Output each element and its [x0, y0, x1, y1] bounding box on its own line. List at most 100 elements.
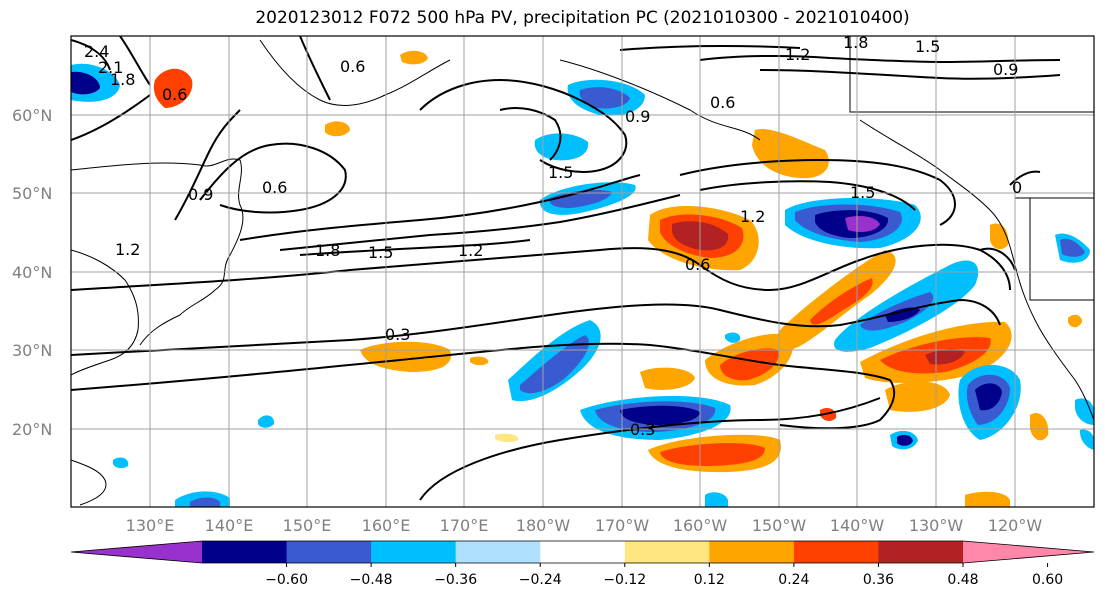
negative-precip-blob [705, 492, 728, 507]
contour-label: 1.2 [785, 45, 810, 64]
contour-label: 0 [1012, 178, 1022, 197]
longitude-labels: 130°E 140°E 150°E 160°E 170°E 180°W 170°… [126, 516, 1043, 535]
contour-labels: 2.4 2.1 1.8 1.2 0.6 1.2 1.8 1.5 0.9 0.6 … [84, 33, 1022, 439]
positive-precip-blob [640, 367, 695, 390]
colorbar-segment [540, 541, 626, 563]
positive-precip-blob [360, 341, 451, 372]
lat-label: 40°N [12, 263, 52, 282]
chart-title: 2020123012 F072 500 hPa PV, precipitatio… [255, 8, 910, 28]
colorbar-segment [709, 541, 795, 563]
positive-precip-blob [885, 381, 950, 412]
negative-precip-blob [190, 497, 220, 507]
lat-label: 30°N [12, 341, 52, 360]
positive-precip-blob [720, 348, 779, 381]
colorbar-tick-label: 0.12 [694, 572, 725, 588]
colorbar-segment [793, 541, 879, 563]
contour-label: 1.8 [110, 70, 135, 89]
negative-precip-blob [113, 457, 129, 469]
contour-label: 0.6 [262, 178, 287, 197]
negative-precip-blob [1075, 398, 1094, 425]
negative-precip-blob [620, 405, 700, 425]
lon-label: 170°W [595, 516, 650, 535]
lat-label: 60°N [12, 106, 52, 125]
colorbar-outline [70, 540, 1095, 564]
colorbar-segment [455, 541, 541, 563]
colorbar-tick-label: 0.48 [947, 572, 978, 588]
contour-label: 1.5 [850, 183, 875, 202]
contour-label: 2.4 [84, 42, 109, 61]
contour-label: 1.2 [458, 241, 483, 260]
positive-precip-blob [400, 50, 428, 65]
positive-precip-blob [820, 407, 837, 422]
contour-label: 0.6 [340, 57, 365, 76]
lon-label: 120°W [988, 516, 1043, 535]
contour-label: 1.5 [548, 163, 573, 182]
lon-label: 180°W [516, 516, 571, 535]
colorbar-segment [71, 541, 202, 563]
lon-label: 150°W [752, 516, 807, 535]
lon-label: 160°E [362, 516, 411, 535]
contour-label: 0.3 [385, 325, 410, 344]
colorbar-tick-label: −0.36 [434, 572, 477, 588]
lon-label: 140°E [205, 516, 254, 535]
negative-precip-blob [579, 87, 630, 109]
colorbar-segment [878, 541, 964, 563]
lon-label: 130°W [909, 516, 964, 535]
positive-precip-blob [153, 68, 193, 108]
contour-label: 0.6 [162, 85, 187, 104]
lon-label: 130°E [126, 516, 175, 535]
latitude-labels: 60°N 50°N 40°N 30°N 20°N [12, 106, 52, 439]
colorbar-tick-label: −0.60 [265, 572, 308, 588]
contour-label: 0.6 [710, 93, 735, 112]
contour-label: 0.9 [625, 107, 650, 126]
positive-precip-blob [1030, 412, 1049, 441]
pv-contours [71, 36, 1061, 501]
map-frame [70, 35, 1095, 508]
negative-precip-blob [258, 415, 275, 428]
positive-precip-blob [470, 356, 489, 366]
positive-precip-blob [965, 491, 1010, 507]
negative-precip-blob [885, 307, 920, 322]
colorbar-tick-label: 0.24 [778, 572, 809, 588]
colorbar-tick-label: −0.24 [519, 572, 562, 588]
positive-precip-blob [325, 121, 350, 137]
lon-label: 140°W [830, 516, 885, 535]
map-grid [71, 36, 1094, 507]
negative-precip-blob [549, 190, 612, 208]
negative-precip-blob [1080, 429, 1094, 450]
colorbar-segment [286, 541, 372, 563]
contour-label: 1.2 [115, 240, 140, 259]
colorbar-segment [202, 541, 288, 563]
negative-precip-blob [1060, 238, 1085, 257]
negative-precip-blob [71, 71, 100, 95]
negative-precip-blob [725, 332, 741, 343]
lat-label: 20°N [12, 420, 52, 439]
lat-label: 50°N [12, 184, 52, 203]
contour-label: 1.5 [915, 37, 940, 56]
colorbar-tick-label: 0.60 [1032, 572, 1063, 588]
contour-label: 1.5 [368, 243, 393, 262]
colorbar-segment [963, 541, 1094, 563]
negative-precip-blob [975, 383, 1002, 411]
contour-label: 0.3 [630, 420, 655, 439]
colorbar-segment [624, 541, 710, 563]
colorbar-tick-label: 0.36 [863, 572, 894, 588]
positive-precip-blob [660, 443, 765, 466]
contour-label: 0.6 [685, 255, 710, 274]
contour-label: 1.8 [843, 33, 868, 52]
negative-precip-blob [534, 133, 589, 161]
colorbar-segment [371, 541, 457, 563]
lon-label: 170°E [440, 516, 489, 535]
contour-label: 0.9 [993, 60, 1018, 79]
contour-label: 1.2 [740, 207, 765, 226]
positive-precip-blob [1068, 314, 1082, 328]
positive-precip-blob [495, 433, 519, 443]
colorbar: −0.60 −0.48 −0.36 −0.24 −0.12 0.12 0.24 0.36 0.4… [70, 540, 1095, 588]
colorbar-tick-label: −0.12 [603, 572, 646, 588]
positive-precip-blob [752, 129, 829, 179]
colorbar-tick-label: −0.48 [350, 572, 393, 588]
contour-label: 1.8 [315, 241, 340, 260]
lon-label: 160°W [673, 516, 728, 535]
contour-label: 0.9 [188, 185, 213, 204]
